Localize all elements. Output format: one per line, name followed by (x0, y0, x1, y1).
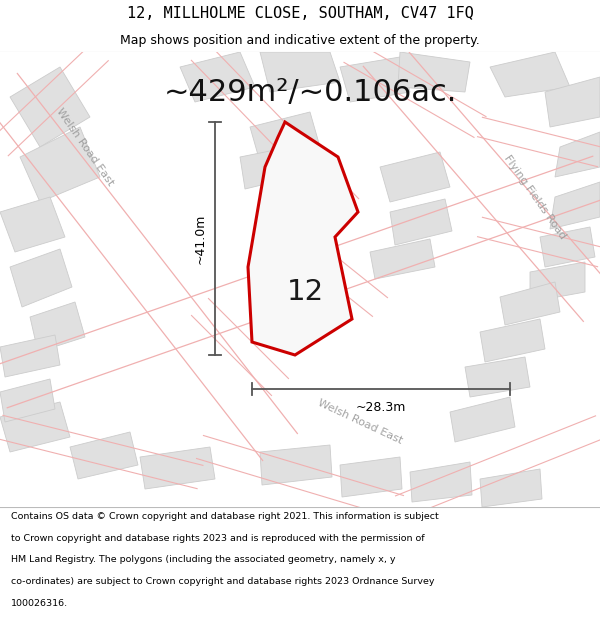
Polygon shape (260, 445, 332, 485)
Polygon shape (530, 262, 585, 302)
Polygon shape (540, 227, 595, 267)
Text: co-ordinates) are subject to Crown copyright and database rights 2023 Ordnance S: co-ordinates) are subject to Crown copyr… (11, 578, 434, 586)
Text: Contains OS data © Crown copyright and database right 2021. This information is : Contains OS data © Crown copyright and d… (11, 512, 439, 521)
Text: ~28.3m: ~28.3m (356, 401, 406, 414)
Polygon shape (480, 469, 542, 507)
Text: 12, MILLHOLME CLOSE, SOUTHAM, CV47 1FQ: 12, MILLHOLME CLOSE, SOUTHAM, CV47 1FQ (127, 6, 473, 21)
Polygon shape (0, 402, 70, 452)
Text: Welsh Road East: Welsh Road East (316, 398, 404, 446)
Polygon shape (260, 52, 340, 92)
Polygon shape (10, 67, 90, 147)
Polygon shape (390, 199, 452, 245)
Polygon shape (545, 77, 600, 127)
Text: Welsh Road East: Welsh Road East (55, 106, 116, 188)
Polygon shape (500, 282, 560, 325)
Text: ~41.0m: ~41.0m (194, 213, 207, 264)
Polygon shape (550, 182, 600, 229)
Text: 12: 12 (286, 278, 323, 306)
Polygon shape (480, 319, 545, 362)
Polygon shape (380, 152, 450, 202)
Polygon shape (30, 302, 85, 352)
Polygon shape (450, 397, 515, 442)
Polygon shape (248, 122, 358, 355)
Polygon shape (398, 52, 470, 92)
Polygon shape (465, 357, 530, 397)
Polygon shape (140, 447, 215, 489)
Text: Map shows position and indicative extent of the property.: Map shows position and indicative extent… (120, 34, 480, 47)
Polygon shape (20, 127, 100, 202)
Polygon shape (10, 249, 72, 307)
Polygon shape (555, 132, 600, 177)
Polygon shape (180, 52, 255, 102)
Polygon shape (490, 52, 570, 97)
Text: HM Land Registry. The polygons (including the associated geometry, namely x, y: HM Land Registry. The polygons (includin… (11, 556, 395, 564)
Polygon shape (0, 379, 55, 422)
Polygon shape (0, 197, 65, 252)
Polygon shape (250, 112, 320, 162)
Text: to Crown copyright and database rights 2023 and is reproduced with the permissio: to Crown copyright and database rights 2… (11, 534, 424, 542)
Polygon shape (340, 457, 402, 497)
Text: Flying Fields Road: Flying Fields Road (502, 153, 568, 241)
Text: 100026316.: 100026316. (11, 599, 68, 608)
Polygon shape (240, 147, 295, 189)
Text: ~429m²/~0.106ac.: ~429m²/~0.106ac. (163, 78, 457, 106)
Polygon shape (370, 239, 435, 279)
Polygon shape (70, 432, 138, 479)
Polygon shape (340, 57, 410, 102)
Polygon shape (0, 335, 60, 377)
Polygon shape (410, 462, 472, 502)
